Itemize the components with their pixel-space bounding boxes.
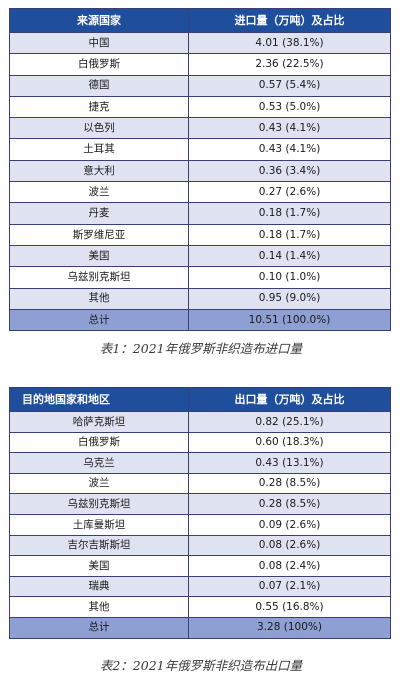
value-cell: 0.43 (4.1%) [188,117,391,140]
table-row: 意大利 0.36 (3.4%) [9,159,391,183]
export-table: 目的地国家和地区 出口量（万吨）及占比 哈萨克斯坦 0.82 (25.1%) 白俄… [9,387,391,639]
value-cell: 0.08 (2.4%) [188,555,391,577]
table-row: 其他 0.95 (9.0%) [9,287,391,310]
country-cell: 土库曼斯坦 [9,513,189,536]
table-row: 美国 0.08 (2.4%) [9,555,391,577]
country-cell: 瑞典 [9,575,189,598]
table-row: 中国 4.01 (38.1%) [9,31,391,55]
value-cell: 0.95 (9.0%) [188,287,391,310]
country-cell: 美国 [9,244,189,268]
country-cell: 意大利 [9,159,189,183]
import-table: 来源国家 进口量（万吨）及占比 中国 4.01 (38.1%) 白俄罗斯 2.36 … [9,8,391,332]
value-cell: 0.43 (4.1%) [188,138,391,161]
import-table-caption: 表1：2021年俄罗斯非织造布进口量 [99,341,303,356]
value-cell: 0.53 (5.0%) [188,95,391,119]
column-header-import-volume: 进口量（万吨）及占比 [188,8,391,33]
country-cell: 中国 [9,31,189,55]
table-row: 德国 0.57 (5.4%) [9,74,391,97]
country-cell: 波兰 [9,181,189,204]
value-cell: 0.18 (1.7%) [188,202,391,225]
table-row: 哈萨克斯坦 0.82 (25.1%) [9,411,391,433]
value-cell: 0.60 (18.3%) [188,431,391,454]
table-row: 美国 0.14 (1.4%) [9,244,391,268]
table-row: 波兰 0.27 (2.6%) [9,181,391,204]
table-row: 波兰 0.28 (8.5%) [9,472,391,495]
total-row: 总计 3.28 (100%) [9,616,391,639]
value-cell: 0.07 (2.1%) [188,575,391,598]
table-row: 吉尔吉斯斯坦 0.08 (2.6%) [9,534,391,557]
country-cell: 斯罗维尼亚 [9,223,189,246]
table-header-row: 来源国家 进口量（万吨）及占比 [9,8,391,33]
table-row: 白俄罗斯 0.60 (18.3%) [9,431,391,454]
country-cell: 德国 [9,74,189,97]
total-label: 总计 [9,616,189,639]
value-cell: 0.09 (2.6%) [188,513,391,536]
value-cell: 0.57 (5.4%) [188,74,391,97]
column-header-source-country: 来源国家 [9,8,189,33]
country-cell: 波兰 [9,472,189,495]
country-cell: 捷克 [9,95,189,119]
table-row: 捷克 0.53 (5.0%) [9,95,391,119]
country-cell: 白俄罗斯 [9,431,189,454]
country-cell: 吉尔吉斯斯坦 [9,534,189,557]
table-row: 丹麦 0.18 (1.7%) [9,202,391,225]
value-cell: 2.36 (22.5%) [188,53,391,76]
total-value: 10.51 (100.0%) [188,308,391,332]
country-cell: 以色列 [9,117,189,140]
total-value: 3.28 (100%) [188,616,391,639]
value-cell: 0.27 (2.6%) [188,181,391,204]
country-cell: 哈萨克斯坦 [9,411,189,433]
table-header-row: 目的地国家和地区 出口量（万吨）及占比 [9,387,391,412]
total-row: 总计 10.51 (100.0%) [9,308,391,332]
value-cell: 0.14 (1.4%) [188,244,391,268]
value-cell: 0.82 (25.1%) [188,411,391,433]
country-cell: 白俄罗斯 [9,53,189,76]
table-row: 乌兹别克斯坦 0.28 (8.5%) [9,493,391,515]
value-cell: 0.36 (3.4%) [188,159,391,183]
table-row: 乌兹别克斯坦 0.10 (1.0%) [9,266,391,289]
country-cell: 其他 [9,596,189,618]
table-row: 土库曼斯坦 0.09 (2.6%) [9,513,391,536]
table-row: 其他 0.55 (16.8%) [9,596,391,618]
table-row: 土耳其 0.43 (4.1%) [9,138,391,161]
table-row: 乌克兰 0.43 (13.1%) [9,452,391,474]
country-cell: 乌克兰 [9,452,189,474]
export-table-caption: 表2：2021年俄罗斯非织造布出口量 [99,658,303,673]
country-cell: 土耳其 [9,138,189,161]
value-cell: 0.28 (8.5%) [188,472,391,495]
table-row: 斯罗维尼亚 0.18 (1.7%) [9,223,391,246]
column-header-export-volume: 出口量（万吨）及占比 [188,387,391,412]
value-cell: 0.10 (1.0%) [188,266,391,289]
country-cell: 乌兹别克斯坦 [9,266,189,289]
value-cell: 4.01 (38.1%) [188,31,391,55]
value-cell: 0.55 (16.8%) [188,596,391,618]
total-label: 总计 [9,308,189,332]
value-cell: 0.43 (13.1%) [188,452,391,474]
column-header-destination: 目的地国家和地区 [9,387,189,412]
country-cell: 丹麦 [9,202,189,225]
value-cell: 0.08 (2.6%) [188,534,391,557]
country-cell: 美国 [9,555,189,577]
table-row: 以色列 0.43 (4.1%) [9,117,391,140]
value-cell: 0.28 (8.5%) [188,493,391,515]
table-row: 白俄罗斯 2.36 (22.5%) [9,53,391,76]
country-cell: 乌兹别克斯坦 [9,493,189,515]
table-row: 瑞典 0.07 (2.1%) [9,575,391,598]
country-cell: 其他 [9,287,189,310]
value-cell: 0.18 (1.7%) [188,223,391,246]
